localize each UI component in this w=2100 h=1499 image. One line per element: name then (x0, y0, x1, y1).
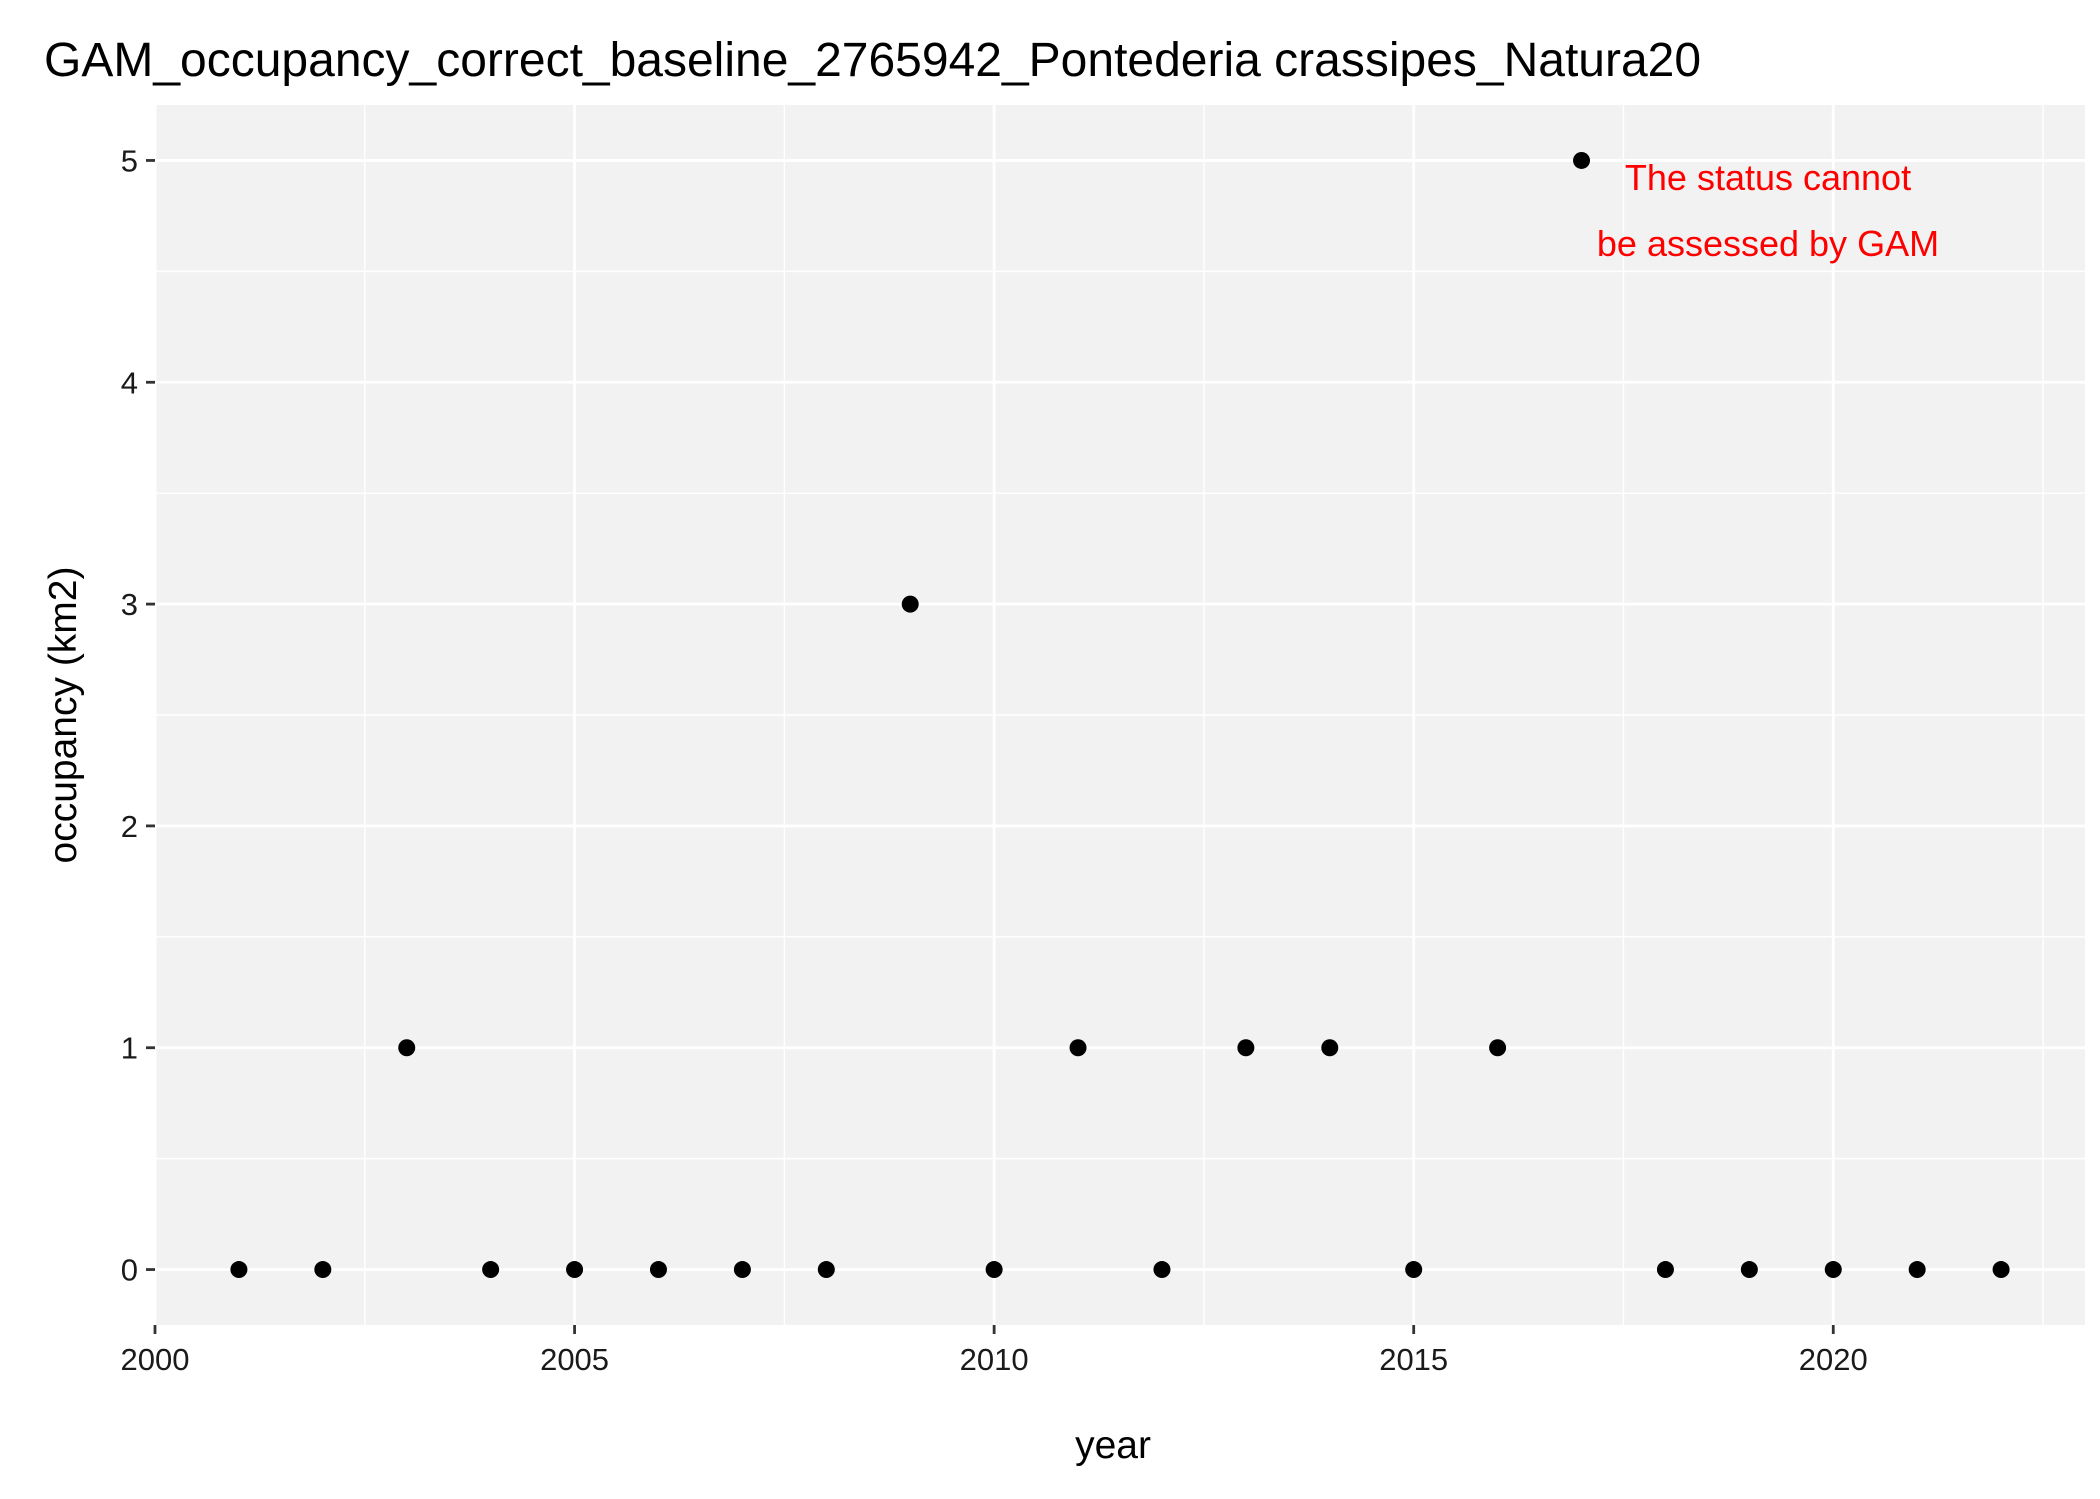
x-axis-title: year (1075, 1424, 1151, 1467)
x-tick-label: 2015 (1379, 1342, 1448, 1377)
data-point (230, 1261, 248, 1279)
data-point (1237, 1039, 1255, 1057)
data-point (649, 1261, 667, 1279)
annotation-line: be assessed by GAM (1597, 223, 1939, 264)
y-tick-label: 2 (121, 809, 138, 844)
y-tick-label: 1 (121, 1031, 138, 1066)
y-tick-label: 3 (121, 587, 138, 622)
chart-title: GAM_occupancy_correct_baseline_2765942_P… (44, 34, 1701, 87)
y-axis: 0 1 2 3 4 5 (121, 143, 155, 1288)
data-point (566, 1261, 584, 1279)
data-point (1489, 1039, 1507, 1057)
data-point (1153, 1261, 1171, 1279)
major-gridlines (153, 105, 2085, 1325)
data-points (230, 151, 2010, 1279)
x-tick-label: 2005 (540, 1342, 609, 1377)
x-tick-label: 2010 (960, 1342, 1029, 1377)
data-point (901, 595, 919, 613)
annotation: The status cannot be assessed by GAM (1597, 157, 1939, 264)
x-tick-label: 2020 (1799, 1342, 1868, 1377)
data-point (733, 1261, 751, 1279)
data-point (1321, 1039, 1339, 1057)
x-axis: 2000 2005 2010 2015 2020 (121, 1325, 1868, 1377)
y-tick-label: 0 (121, 1253, 138, 1288)
x-tick-label: 2000 (121, 1342, 190, 1377)
data-point (1656, 1261, 1674, 1279)
annotation-line: The status cannot (1625, 157, 1911, 198)
data-point (1069, 1039, 1087, 1057)
data-point (817, 1261, 835, 1279)
data-point (1992, 1261, 2010, 1279)
y-tick-label: 4 (121, 365, 138, 400)
data-point (1740, 1261, 1758, 1279)
minor-gridlines (155, 105, 2085, 1325)
data-point (398, 1039, 416, 1057)
data-point (314, 1261, 332, 1279)
data-point (985, 1261, 1003, 1279)
data-point (1908, 1261, 1926, 1279)
y-axis-title: occupancy (km2) (42, 567, 85, 864)
data-point (1824, 1261, 1842, 1279)
y-tick-label: 5 (121, 143, 138, 178)
data-point (1573, 151, 1591, 169)
data-point (1405, 1261, 1423, 1279)
data-point (482, 1261, 500, 1279)
